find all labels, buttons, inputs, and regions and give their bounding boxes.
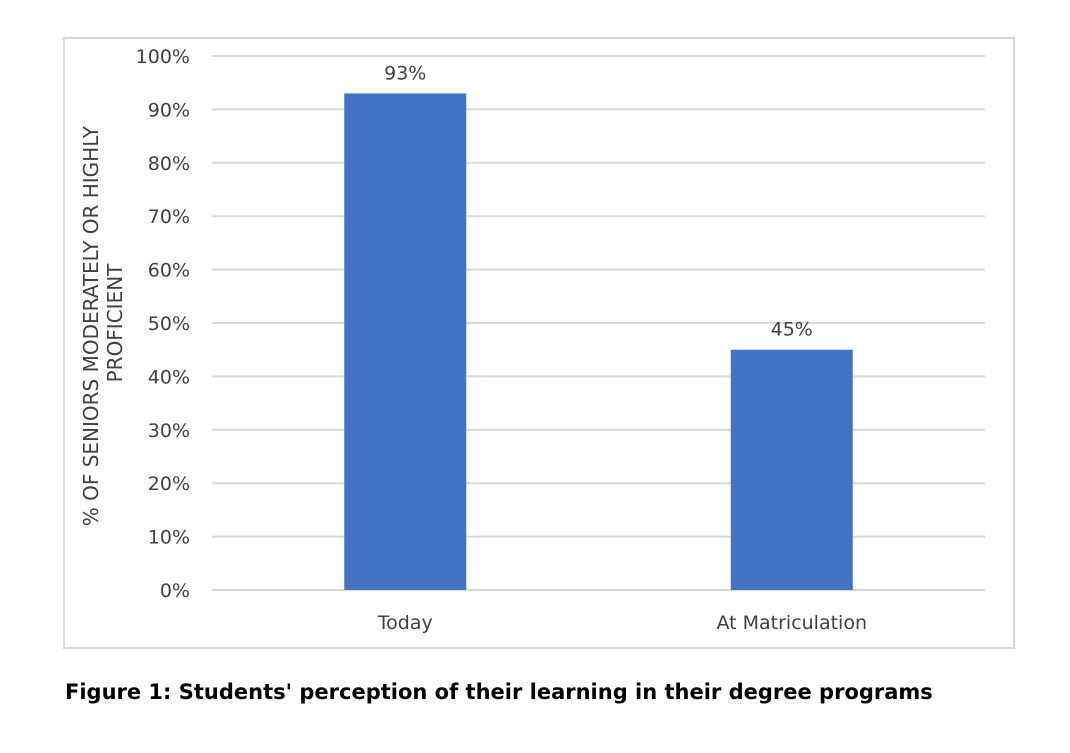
data-label: 45% [771, 319, 813, 341]
y-tick-label: 60% [148, 260, 190, 282]
y-tick-label: 90% [148, 99, 190, 121]
y-tick-label: 100% [136, 46, 190, 68]
bar-today [344, 93, 467, 590]
x-tick-label: Today [377, 612, 433, 634]
y-tick-label: 10% [148, 527, 190, 549]
gridlines [212, 55, 985, 591]
x-tick-label: At Matriculation [716, 612, 867, 634]
y-axis-ticks: 0% 10% 20% 30% 40% 50% 60% 70% 80% 90% 100% [136, 46, 190, 602]
bar-at-matriculation [730, 349, 853, 590]
figure-caption: Figure 1: Students' perception of their … [65, 680, 933, 704]
y-tick-label: 0% [160, 580, 190, 602]
chart-frame [63, 37, 1015, 649]
bars [344, 93, 853, 590]
y-axis-label: % OF SENIORS MODERATELY OR HIGHLY PROFIC… [79, 120, 127, 527]
y-axis-label-line-1: % OF SENIORS MODERATELY OR HIGHLY [79, 125, 103, 526]
y-tick-label: 30% [148, 420, 190, 442]
data-labels: 93% 45% [384, 62, 813, 340]
y-tick-label: 40% [148, 366, 190, 388]
y-axis-label-line-2: PROFICIENT [103, 263, 127, 383]
y-tick-label: 70% [148, 206, 190, 228]
data-label: 93% [384, 62, 426, 84]
y-tick-label: 20% [148, 473, 190, 495]
y-tick-label: 50% [148, 313, 190, 335]
x-axis-ticks: Today At Matriculation [377, 612, 867, 634]
y-tick-label: 80% [148, 153, 190, 175]
